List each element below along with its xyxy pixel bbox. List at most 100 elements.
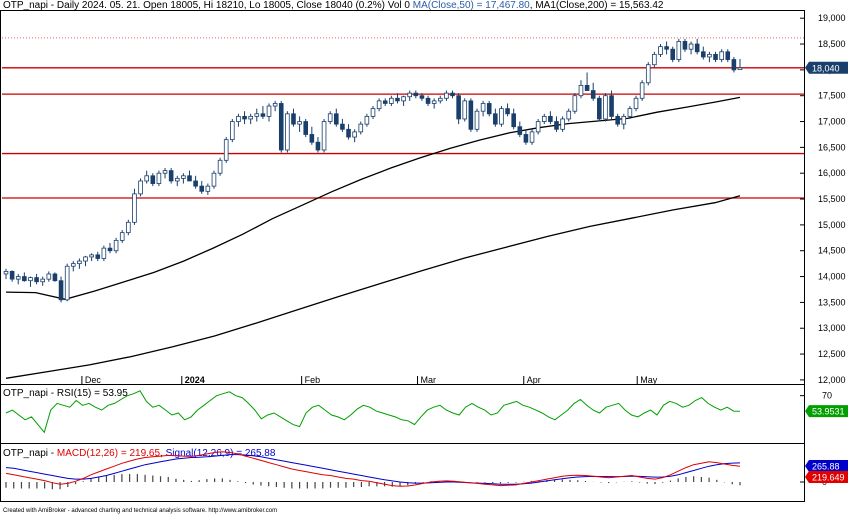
candle-down (52, 273, 58, 282)
rsi-value-badge: 53.9531 (805, 405, 848, 418)
x-tick-label: 2024 (185, 375, 205, 385)
candle-up (3, 270, 9, 275)
candle-up (272, 103, 278, 107)
y-tick-label: 13,500 (818, 297, 846, 307)
last-price-badge-text: 18,040 (812, 63, 840, 73)
last-price-badge: 18,040 (805, 61, 848, 74)
candle-down (670, 48, 676, 60)
rsi-line (5, 390, 741, 434)
candle-up (603, 95, 608, 120)
y-tick-label: 14,000 (818, 272, 846, 282)
candle-down (107, 247, 113, 252)
y-tick-label: 19,000 (818, 13, 846, 23)
candle-up (639, 82, 645, 99)
candle-up (77, 260, 82, 265)
y-tick-label: 18,500 (818, 39, 846, 49)
chart-title: OTP_napi - Daily 2024. 05. 21. Open 1800… (3, 0, 664, 11)
candle-up (480, 103, 486, 112)
x-tick-label: Apr (527, 375, 541, 385)
candle-up (719, 51, 724, 60)
candle-up (162, 170, 168, 174)
candle-down (609, 95, 614, 117)
candle-down (486, 103, 492, 115)
candle-down (523, 134, 529, 143)
candle-up (645, 64, 651, 84)
macd-title: OTP_napi - MACD(12,26) = 219.65, Signal(… (3, 448, 276, 459)
candle-up (205, 185, 211, 192)
y-tick-label: 12,000 (818, 375, 846, 385)
candle-down (664, 46, 669, 50)
candle-down (334, 113, 339, 125)
candle-up (688, 43, 694, 50)
candle-up (40, 278, 45, 283)
y-tick-label: 16,500 (818, 142, 846, 152)
y-tick-label: 14,500 (818, 246, 846, 256)
candle-up (132, 193, 137, 223)
candle-down (701, 51, 706, 58)
candle-up (627, 108, 633, 117)
candle-down (58, 280, 64, 301)
candle-down (260, 113, 266, 117)
candle-up (113, 239, 119, 252)
y-tick-label: 13,000 (818, 323, 846, 333)
candle-up (174, 177, 180, 182)
candle-up (364, 115, 370, 125)
candle-down (168, 170, 174, 182)
candle-up (285, 113, 290, 151)
candle-down (468, 100, 474, 130)
candle-up (217, 159, 223, 174)
candle-down (554, 121, 559, 130)
x-tick-label: Feb (305, 375, 321, 385)
rsi-value-badge-box (805, 405, 848, 418)
signal-line (5, 454, 741, 485)
candle-up (248, 115, 253, 120)
macd-panel-frame (0, 443, 805, 502)
candle-down (419, 95, 425, 99)
candle-down (505, 108, 510, 115)
candle-up (676, 41, 682, 60)
candle-up (321, 121, 327, 151)
candle-down (303, 121, 309, 135)
footer-credit: Created with AmiBroker - advanced charti… (3, 508, 277, 514)
candle-up (474, 110, 480, 130)
candle-down (493, 113, 498, 125)
candle-up (535, 121, 541, 133)
y-tick-label: 17,500 (818, 91, 846, 101)
candle-up (541, 115, 547, 122)
candle-up (327, 113, 333, 122)
ma200-line (5, 195, 741, 379)
candle-down (309, 134, 315, 143)
candle-up (462, 100, 468, 120)
candle-down (382, 100, 388, 104)
candle-up (15, 276, 21, 280)
candle-down (187, 175, 192, 182)
candle-up (236, 115, 241, 122)
candle-down (95, 254, 101, 259)
candle-down (597, 97, 602, 120)
x-tick-label: Mar (420, 375, 436, 385)
candle-up (89, 254, 94, 258)
candle-down (731, 59, 737, 71)
y-tick-label: 15,500 (818, 194, 846, 204)
candle-down (725, 51, 731, 60)
rsi-title: OTP_napi - RSI(15) = 53.95 (3, 388, 128, 399)
candle-up (652, 53, 657, 66)
candle-up (144, 175, 149, 182)
candle-down (395, 97, 400, 102)
candle-up (352, 131, 357, 138)
candle-up (707, 53, 712, 58)
y-tick-label: 17,000 (818, 117, 846, 127)
signal-value-badge: 265.88 (805, 460, 848, 472)
candle-down (291, 113, 296, 125)
candle-up (437, 97, 443, 102)
candle-down (34, 277, 39, 283)
x-tick-label: May (640, 375, 658, 385)
candle-down (413, 92, 419, 97)
candle-up (560, 118, 565, 130)
candle-down (242, 115, 247, 120)
candle-up (46, 273, 52, 280)
candle-down (713, 53, 718, 60)
x-tick-label: Dec (85, 375, 102, 385)
candle-down (315, 141, 321, 151)
signal-value-badge-box (805, 460, 848, 472)
